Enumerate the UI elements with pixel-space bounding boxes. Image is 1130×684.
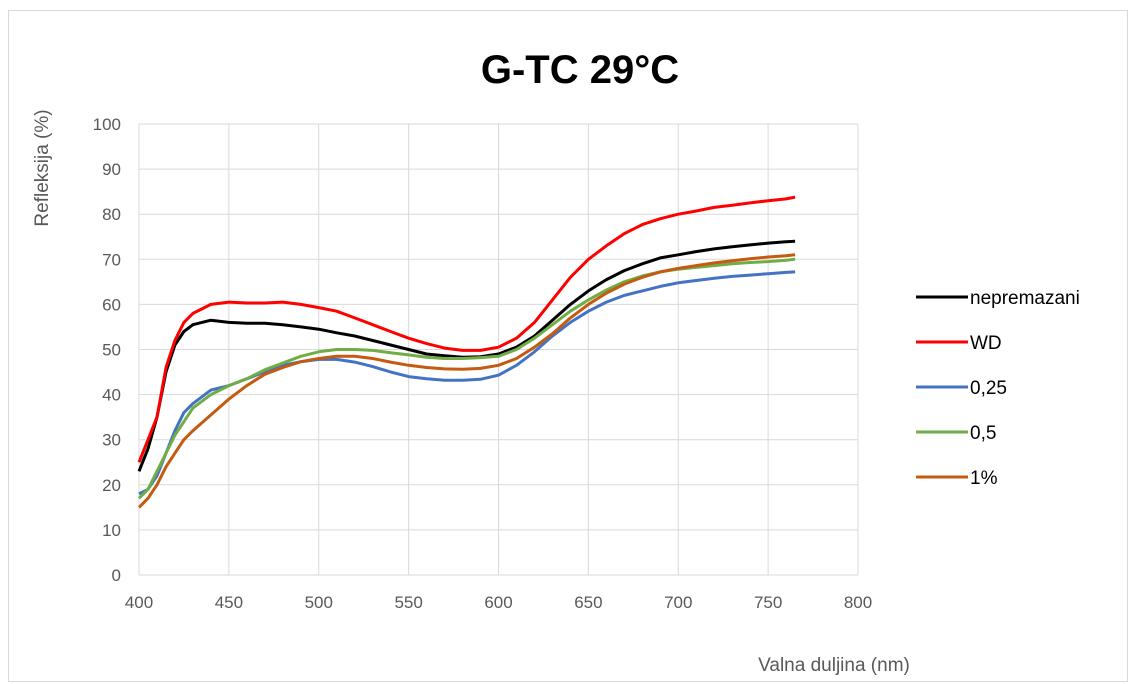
y-axis-ticks: 0 10 20 30 40 50 60 70 80 90 100: [93, 115, 121, 585]
series-line-2: [137, 195, 796, 463]
x-tick-label: 400: [125, 593, 153, 612]
y-tick-label: 50: [102, 341, 121, 360]
y-axis-label: Refleksija (%): [32, 109, 53, 226]
x-axis-label: Valna duljina (nm): [758, 655, 910, 676]
y-tick-label: 100: [93, 115, 121, 134]
legend-label-5: 1%: [970, 468, 998, 489]
y-tick-label: 20: [102, 476, 121, 495]
x-tick-label: 650: [574, 593, 602, 612]
y-tick-label: 0: [112, 566, 121, 585]
x-tick-label: 500: [305, 593, 333, 612]
x-tick-label: 550: [394, 593, 422, 612]
y-tick-label: 80: [102, 205, 121, 224]
series-group: [137, 195, 796, 509]
y-tick-label: 70: [102, 250, 121, 269]
legend-label-1: nepremazani: [970, 288, 1080, 309]
chart-title: G-TC 29°C: [481, 48, 679, 92]
x-tick-label: 750: [754, 593, 782, 612]
series-line-3: [138, 270, 796, 496]
x-axis-ticks: 400 450 500 550 600 650 700 750 800: [125, 593, 872, 612]
x-tick-label: 600: [484, 593, 512, 612]
x-tick-label: 700: [664, 593, 692, 612]
series-line-5: [137, 253, 796, 509]
chart-frame: [8, 10, 1128, 682]
x-tick-label: 450: [215, 593, 243, 612]
legend-label-4: 0,5: [970, 423, 996, 444]
y-tick-label: 10: [102, 521, 121, 540]
legend: nepremazani WD 0,25 0,5 1%: [916, 288, 1080, 489]
legend-label-2: WD: [970, 333, 1002, 354]
legend-label-3: 0,25: [970, 378, 1007, 399]
y-tick-label: 90: [102, 160, 121, 179]
y-tick-label: 60: [102, 295, 121, 314]
grid: [138, 123, 859, 576]
x-tick-label: 800: [844, 593, 872, 612]
y-tick-label: 30: [102, 431, 121, 450]
series-line-1: [137, 239, 796, 472]
y-tick-label: 40: [102, 386, 121, 405]
